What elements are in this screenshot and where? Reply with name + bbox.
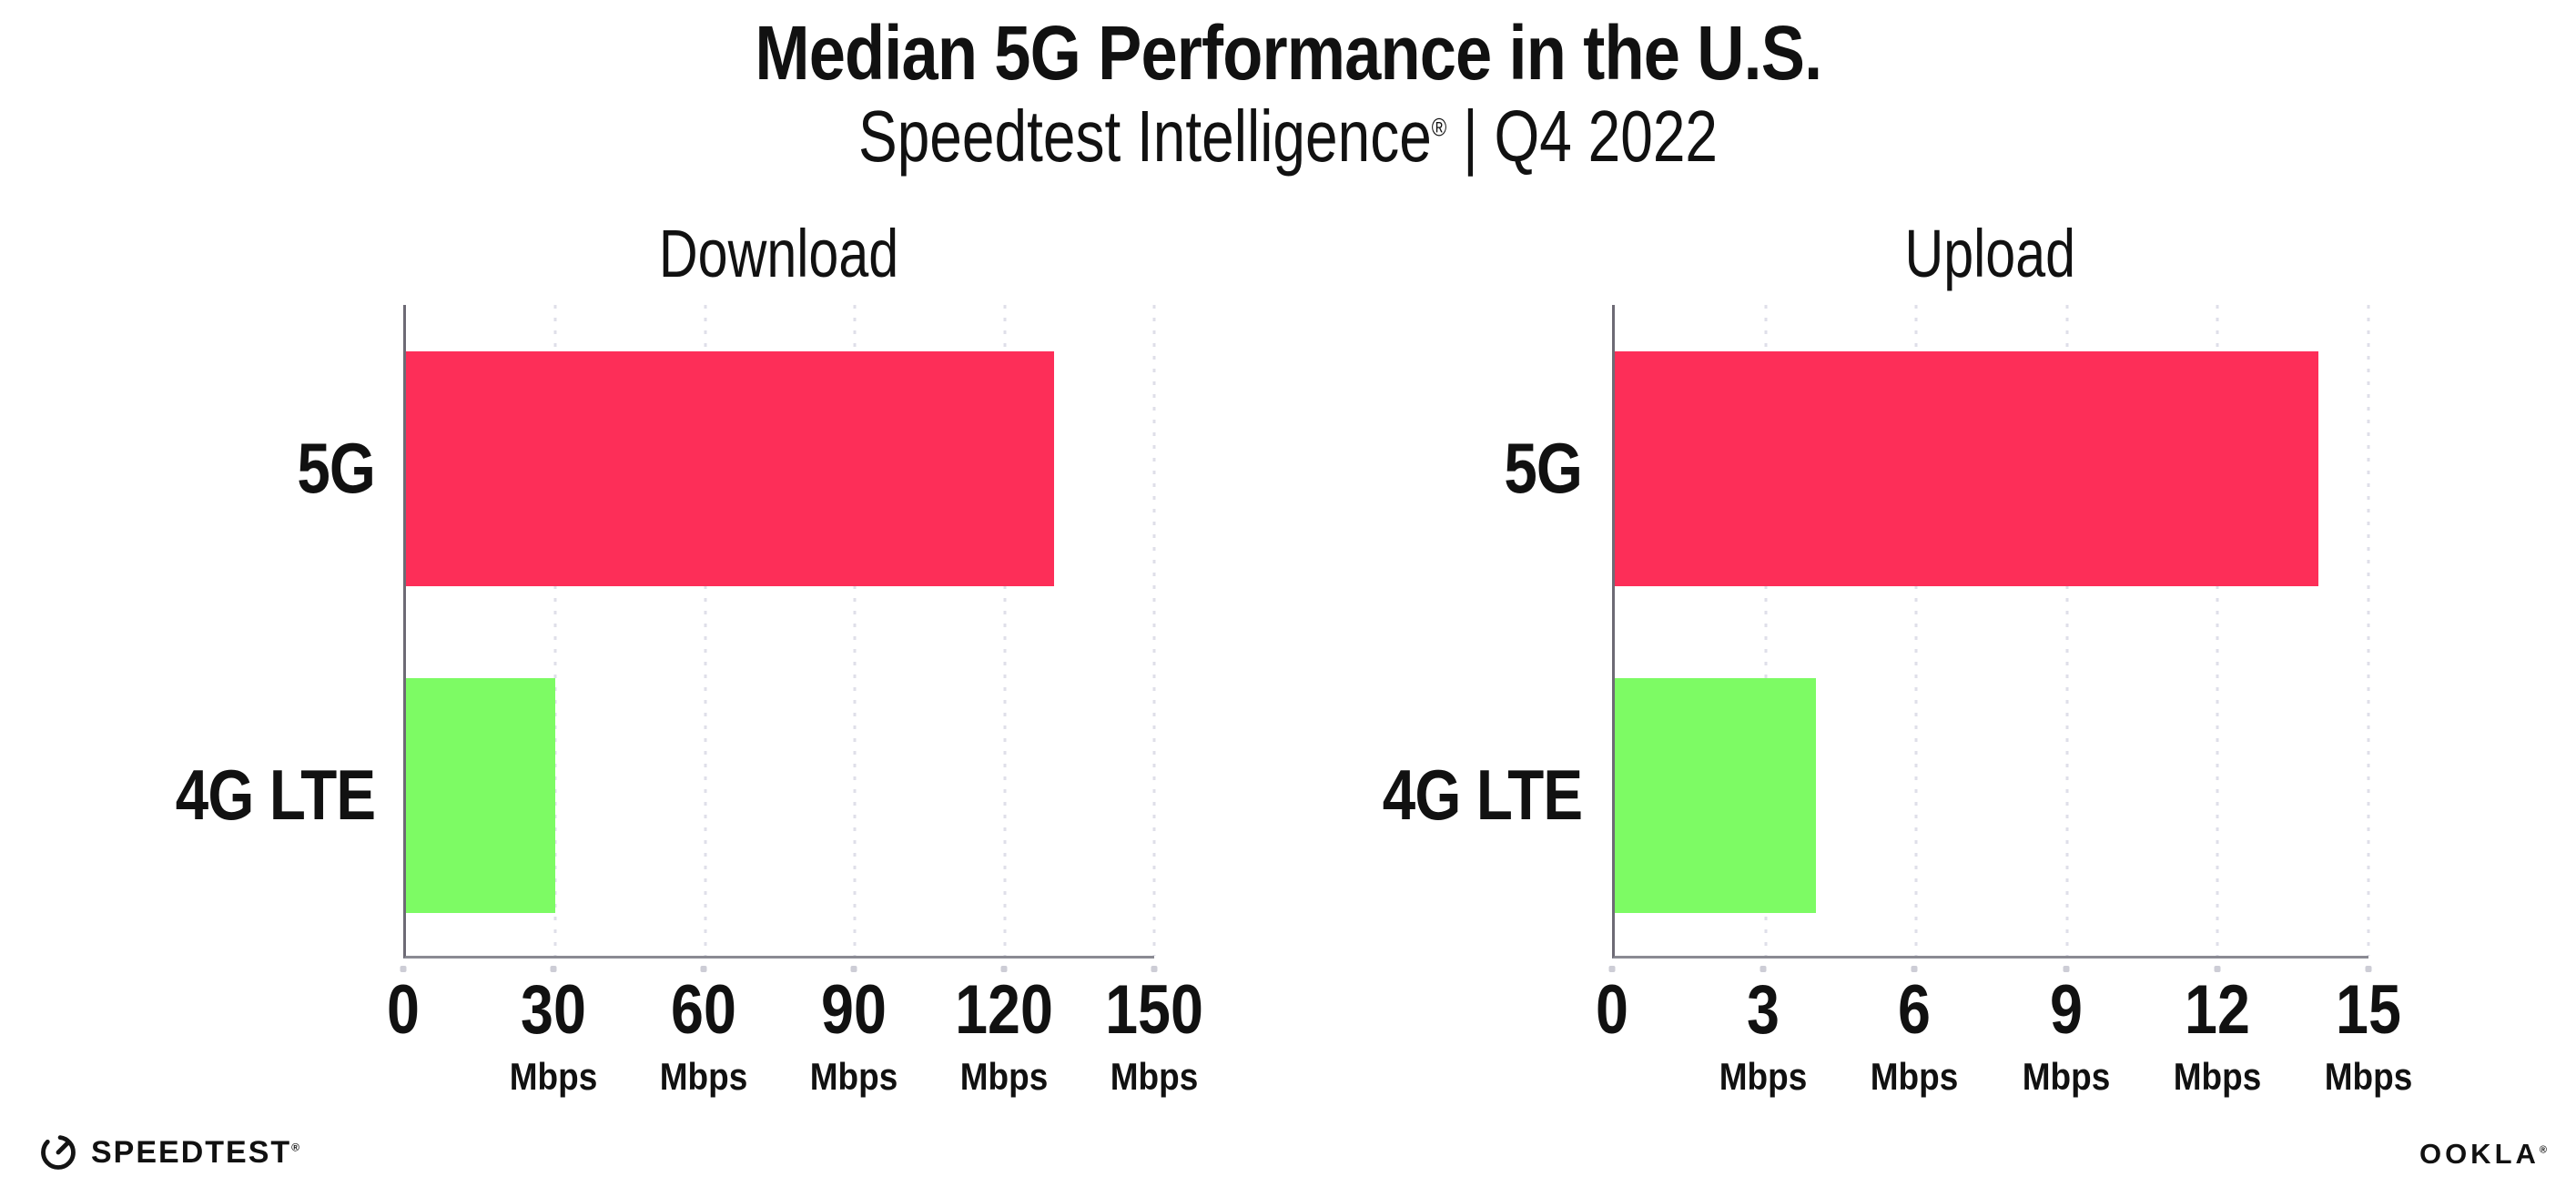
x-tick-120: 120 Mbps <box>947 976 1062 1096</box>
x-tick-0: 0 <box>384 976 422 1045</box>
axis-tick-mark <box>1760 966 1767 972</box>
x-tick-value: 120 <box>955 971 1053 1049</box>
ookla-wordmark: OOKLA® <box>2419 1138 2547 1170</box>
upload-chart-title: Upload <box>1904 216 2076 291</box>
x-tick-value: 12 <box>2184 971 2250 1049</box>
page-title: Median 5G Performance in the U.S. <box>0 10 2576 96</box>
category-label-5g: 5G <box>109 305 376 632</box>
x-tick-12: 12 Mbps <box>2167 976 2267 1096</box>
category-label-text: 5G <box>297 428 376 508</box>
x-tick-15: 15 Mbps <box>2318 976 2419 1096</box>
x-tick-value: 3 <box>1747 971 1780 1049</box>
speedtest-gauge-icon <box>41 1135 76 1170</box>
gridline-6 <box>1914 305 1918 956</box>
page-title-text: Median 5G Performance in the U.S. <box>755 10 1822 96</box>
bar-5g <box>1615 351 2318 586</box>
category-label-text: 4G LTE <box>175 755 376 835</box>
gridline-12 <box>2216 305 2219 956</box>
registered-mark: ® <box>1431 113 1447 142</box>
x-tick-unit: Mbps <box>1719 1055 1808 1098</box>
x-tick-value: 60 <box>671 971 736 1049</box>
registered-mark: ® <box>2539 1144 2547 1156</box>
x-tick-unit: Mbps <box>2022 1055 2110 1098</box>
axis-tick-mark <box>1151 966 1158 972</box>
x-tick-0: 0 <box>1593 976 1631 1045</box>
x-tick-unit: Mbps <box>2324 1055 2413 1098</box>
axis-tick-mark <box>700 966 707 972</box>
speedtest-wordmark: SPEEDTEST® <box>91 1135 302 1170</box>
axis-tick-mark <box>400 966 407 972</box>
x-tick-unit: Mbps <box>1871 1055 1959 1098</box>
x-tick-unit: Mbps <box>809 1055 898 1098</box>
x-tick-30: 30 Mbps <box>503 976 603 1096</box>
axis-tick-mark <box>2214 966 2221 972</box>
upload-x-axis-ticks: 0 3 Mbps 6 Mbps 9 Mbps 12 Mbps 15 Mbps <box>1596 966 2412 1103</box>
x-tick-unit: Mbps <box>1110 1055 1199 1098</box>
x-tick-unit: Mbps <box>959 1055 1049 1098</box>
download-category-labels: 5G 4G LTE <box>109 305 376 959</box>
x-tick-value: 6 <box>1898 971 1932 1049</box>
category-label-text: 5G <box>1504 428 1583 508</box>
gridline-30 <box>553 305 557 956</box>
x-tick-9: 9 Mbps <box>2016 976 2116 1096</box>
x-tick-unit: Mbps <box>2173 1055 2262 1098</box>
gridline-60 <box>704 305 707 956</box>
x-tick-value: 150 <box>1105 971 1203 1049</box>
gridline-90 <box>853 305 857 956</box>
axis-tick-mark <box>1000 966 1008 972</box>
subtitle-period: | Q4 2022 <box>1446 96 1719 177</box>
category-label-4g-lte: 4G LTE <box>1316 632 1583 959</box>
bar-5g <box>406 351 1055 586</box>
x-tick-150: 150 Mbps <box>1097 976 1212 1096</box>
gridline-3 <box>1764 305 1768 956</box>
x-tick-value: 30 <box>521 971 586 1049</box>
gridline-120 <box>1003 305 1007 956</box>
download-plot-area <box>403 305 1156 959</box>
category-label-5g: 5G <box>1316 305 1583 632</box>
x-tick-6: 6 Mbps <box>1865 976 1965 1096</box>
category-label-4g-lte: 4G LTE <box>109 632 376 959</box>
page-subtitle: Speedtest Intelligence® | Q4 2022 <box>0 96 2576 177</box>
axis-tick-mark <box>550 966 557 972</box>
page-subtitle-text: Speedtest Intelligence® | Q4 2022 <box>858 96 1718 177</box>
x-tick-unit: Mbps <box>659 1055 748 1098</box>
upload-plot-area <box>1612 305 2370 959</box>
x-tick-value: 90 <box>821 971 887 1049</box>
category-label-text: 4G LTE <box>1382 755 1583 835</box>
bar-4g-lte <box>1615 678 1816 913</box>
gridline-150 <box>1152 305 1156 956</box>
download-chart-title: Download <box>658 216 899 291</box>
gridline-15 <box>2367 305 2370 956</box>
gridline-9 <box>2065 305 2069 956</box>
axis-tick-mark <box>2063 966 2070 972</box>
upload-category-labels: 5G 4G LTE <box>1316 305 1583 959</box>
x-tick-value: 0 <box>387 971 420 1049</box>
speedtest-logo: SPEEDTEST® <box>38 1132 301 1172</box>
subtitle-brand: Speedtest Intelligence <box>857 96 1432 177</box>
x-tick-value: 9 <box>2049 971 2083 1049</box>
axis-tick-mark <box>850 966 857 972</box>
axis-tick-mark <box>1911 966 1918 972</box>
x-tick-3: 3 Mbps <box>1713 976 1813 1096</box>
x-tick-value: 15 <box>2336 971 2401 1049</box>
registered-mark: ® <box>291 1141 302 1154</box>
bar-4g-lte <box>406 678 556 913</box>
x-tick-value: 0 <box>1596 971 1628 1049</box>
download-x-axis-ticks: 0 30 Mbps 60 Mbps 90 Mbps 120 Mbps 150 Mbps <box>387 966 1203 1103</box>
axis-tick-mark <box>2365 966 2372 972</box>
x-tick-90: 90 Mbps <box>804 976 904 1096</box>
axis-tick-mark <box>1608 966 1616 972</box>
x-tick-60: 60 Mbps <box>654 976 754 1096</box>
x-tick-unit: Mbps <box>509 1055 598 1098</box>
